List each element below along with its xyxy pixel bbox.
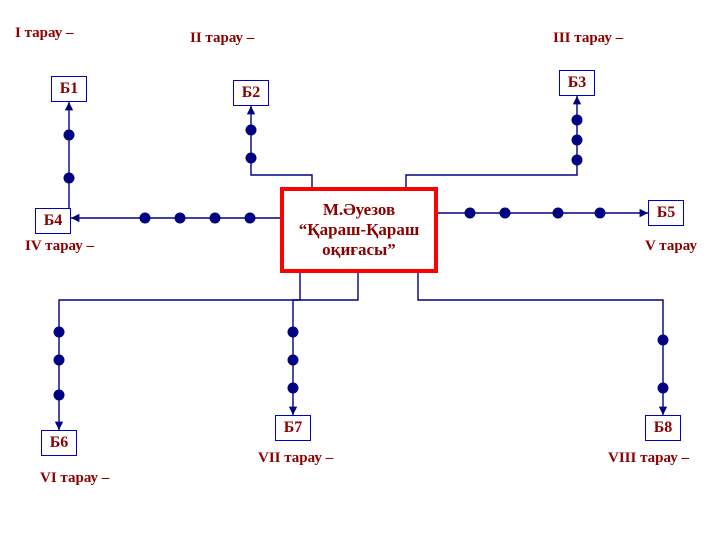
node-b8: Б8 — [645, 415, 681, 441]
edge-center-bot-to-b8 — [418, 273, 663, 415]
diagram-stage: I тарау – II тарау – III тарау – IV тара… — [0, 0, 720, 540]
label-chapter-4: IV тарау – — [25, 238, 94, 255]
edge-dot — [572, 155, 583, 166]
label-chapter-3: III тарау – — [553, 30, 623, 47]
label-chapter-8: VIII тарау – — [608, 450, 689, 467]
edge-dot — [54, 390, 65, 401]
edge-dot — [140, 213, 151, 224]
label-chapter-6: VI тарау – — [40, 470, 109, 487]
edge-dot — [572, 115, 583, 126]
edge-dot — [658, 383, 669, 394]
center-line3: оқиғасы” — [322, 240, 396, 260]
edge-dot — [245, 213, 256, 224]
edge-dot — [595, 208, 606, 219]
center-line2: “Қараш-Қараш — [299, 220, 419, 240]
node-b6: Б6 — [41, 430, 77, 456]
center-node: М.Әуезов “Қараш-Қараш оқиғасы” — [280, 187, 438, 273]
edge-dot — [572, 135, 583, 146]
edge-dot — [288, 327, 299, 338]
edge-dot — [246, 153, 257, 164]
edge-dot — [500, 208, 511, 219]
node-b4: Б4 — [35, 208, 71, 234]
edge-dot — [64, 130, 75, 141]
label-chapter-1: I тарау – — [15, 25, 73, 42]
center-line1: М.Әуезов — [323, 200, 395, 220]
edge-dot — [210, 213, 221, 224]
edge-center-top-to-b3 — [406, 96, 577, 187]
edge-dot — [658, 335, 669, 346]
edge-center-bot-to-b7 — [293, 273, 358, 415]
edge-dot — [553, 208, 564, 219]
node-b1: Б1 — [51, 76, 87, 102]
edge-center-bot-to-b6 — [59, 273, 300, 430]
label-chapter-7: VII тарау – — [258, 450, 333, 467]
node-b5: Б5 — [648, 200, 684, 226]
node-b3: Б3 — [559, 70, 595, 96]
label-chapter-5: V тарау — [645, 238, 697, 255]
edge-dot — [175, 213, 186, 224]
node-b2: Б2 — [233, 80, 269, 106]
edge-dot — [64, 173, 75, 184]
edge-dot — [288, 383, 299, 394]
label-chapter-2: II тарау – — [190, 30, 254, 47]
edge-center-top-to-b2 — [251, 106, 312, 187]
edge-dot — [54, 327, 65, 338]
edge-dot — [465, 208, 476, 219]
edge-dot — [54, 355, 65, 366]
edge-dot — [246, 125, 257, 136]
node-b7: Б7 — [275, 415, 311, 441]
edge-dot — [288, 355, 299, 366]
